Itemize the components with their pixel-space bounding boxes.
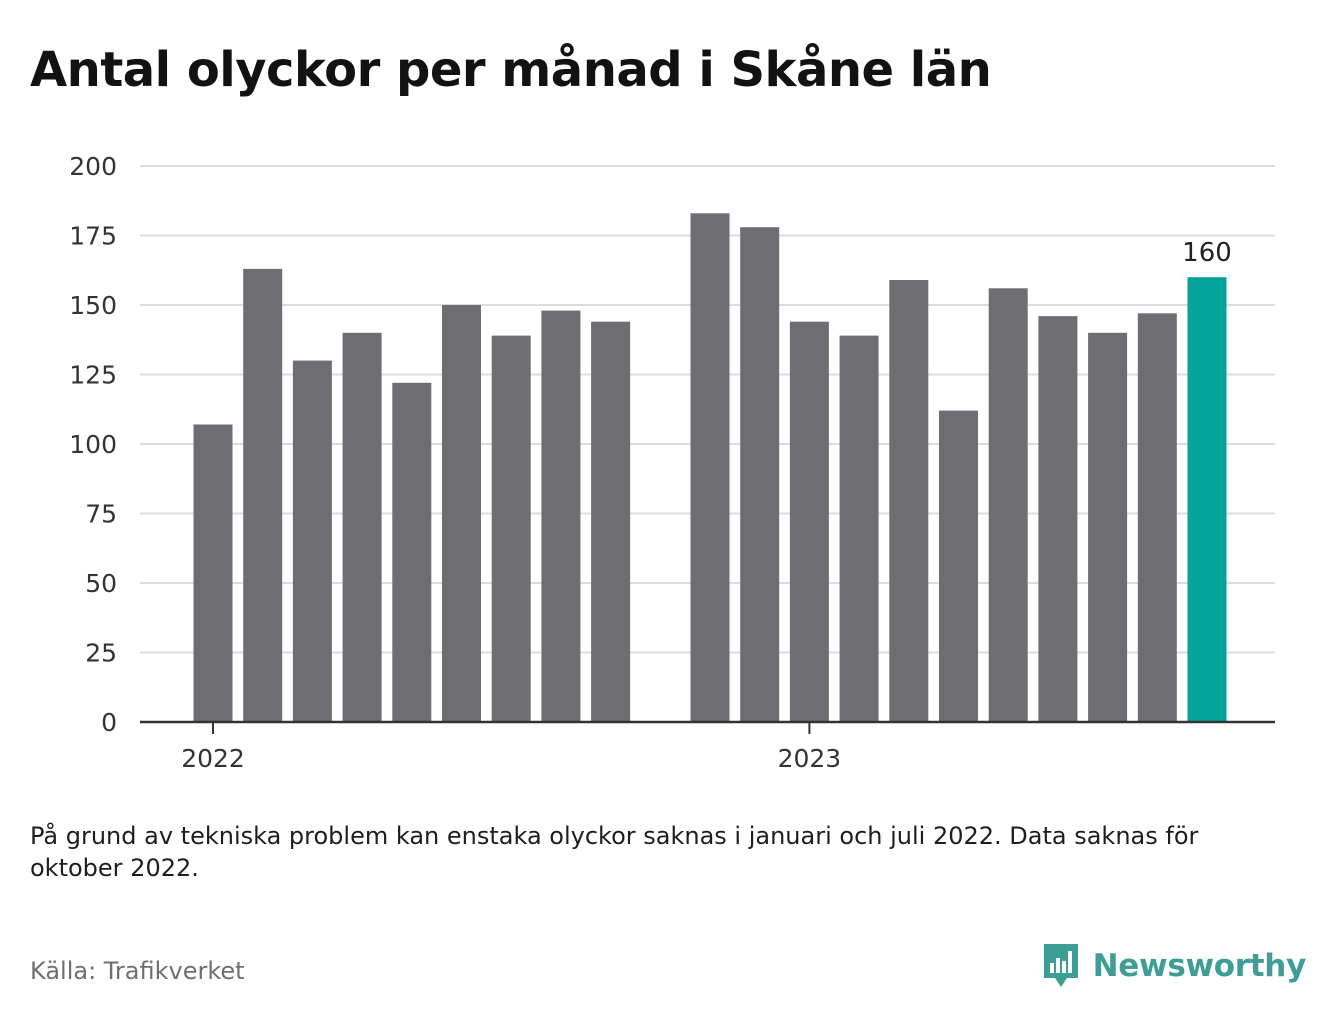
bar [442, 305, 481, 722]
bar [789, 321, 829, 722]
bar [740, 227, 780, 722]
bar [591, 321, 631, 722]
source-credit: Källa: Trafikverket [30, 957, 245, 985]
bar [1088, 332, 1128, 722]
y-tick-label: 150 [69, 291, 117, 320]
bar [1038, 316, 1078, 722]
x-tick-label: 2023 [778, 744, 842, 773]
y-tick-label: 125 [69, 361, 117, 390]
bar-chart: 0 25 50 75 100 125 150 175 200 2022 2023 160 [69, 152, 1275, 773]
bar [491, 335, 531, 722]
bar [988, 288, 1028, 722]
y-tick-label: 75 [85, 500, 117, 529]
newsworthy-logo-icon [1043, 944, 1078, 987]
data-label: 160 [1182, 238, 1232, 268]
bar [292, 360, 332, 722]
bar [1137, 313, 1177, 722]
x-axis: 2022 2023 [140, 720, 1275, 773]
y-axis-tick-labels: 0 25 50 75 100 125 150 175 200 [69, 152, 117, 737]
bar [541, 310, 581, 722]
footnote: På grund av tekniska problem kan enstaka… [30, 822, 1199, 882]
brand-logo: Newsworthy [1041, 940, 1306, 992]
y-tick-label: 50 [85, 569, 117, 598]
bar [193, 424, 233, 722]
bar [392, 382, 432, 722]
y-tick-label: 200 [69, 152, 117, 181]
brand-name: Newsworthy [1092, 948, 1307, 984]
bar [839, 335, 879, 722]
bar [690, 213, 730, 723]
bars [193, 213, 1227, 723]
y-tick-label: 0 [101, 708, 117, 737]
bar [889, 280, 929, 722]
y-tick-label: 175 [69, 222, 117, 251]
x-tick-label: 2022 [181, 744, 245, 773]
chart-title: Antal olyckor per månad i Skåne län [30, 42, 992, 98]
bar [1187, 277, 1227, 722]
bar [342, 332, 382, 722]
bar [243, 268, 283, 722]
y-tick-label: 25 [85, 639, 117, 668]
y-tick-label: 100 [69, 430, 117, 459]
bar [939, 410, 978, 722]
data-labels: 160 [1182, 238, 1232, 268]
